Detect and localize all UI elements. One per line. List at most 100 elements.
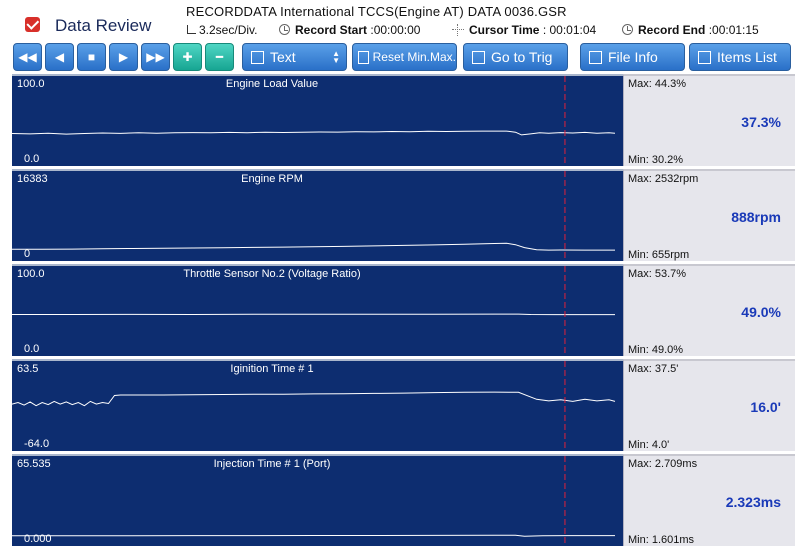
max-value: Max: 2532rpm <box>628 173 699 185</box>
series-line <box>12 242 615 251</box>
min-value: Min: 4.0' <box>628 439 670 451</box>
go-to-trig-button[interactable]: Go to Trig <box>463 43 568 71</box>
chart-plot[interactable]: 65.535 Injection Time # 1 (Port) 0.000 <box>12 454 623 546</box>
play-button[interactable]: ▶ <box>109 43 138 71</box>
chart-plot[interactable]: 63.5 Iginition Time # 1 -64.0 <box>12 359 623 451</box>
step-back-button[interactable]: ◀ <box>45 43 74 71</box>
time-division-icon <box>187 25 196 34</box>
record-filename: RECORDDATA International TCCS(Engine AT)… <box>186 4 567 19</box>
stop-button[interactable]: ■ <box>77 43 106 71</box>
y-max-label: 100.0 <box>17 78 45 90</box>
min-value: Min: 1.601ms <box>628 534 695 546</box>
record-end-clock-icon <box>622 24 633 35</box>
record-start-label: Record Start <box>295 23 368 37</box>
chart-svg <box>12 76 616 166</box>
go-to-trig-label: Go to Trig <box>491 49 553 65</box>
chart-svg <box>12 456 615 546</box>
reset-icon <box>358 50 369 64</box>
chart-svg <box>12 266 615 356</box>
y-min-label: 0 <box>24 248 31 260</box>
chart-title: Engine RPM <box>241 173 303 185</box>
cursor-time-label: Cursor Time <box>469 23 540 37</box>
text-mode-label: Text <box>270 49 296 65</box>
cursor-time: Cursor Time : 00:01:04 <box>469 23 596 37</box>
app-check-icon <box>25 17 40 32</box>
y-max-label: 63.5 <box>17 363 39 375</box>
cursor-time-value: : 00:01:04 <box>542 23 597 37</box>
chart-svg <box>12 361 616 451</box>
min-value: Min: 49.0% <box>628 344 684 356</box>
items-list-label: Items List <box>717 49 777 65</box>
series-line <box>12 313 615 316</box>
fast-forward-icon: ▶▶ <box>146 50 165 64</box>
value-panel: Max: 2.709ms 2.323ms Min: 1.601ms <box>623 454 795 546</box>
chart-title: Iginition Time # 1 <box>230 363 314 375</box>
text-icon <box>251 50 264 64</box>
app-title: Data Review <box>55 16 152 35</box>
y-min-label: 0.0 <box>24 153 40 165</box>
chart-panel: 100.0 Throttle Sensor No.2 (Voltage Ratio… <box>12 264 795 356</box>
play-icon: ▶ <box>118 50 129 64</box>
reset-minmax-button[interactable]: Reset Min.Max. <box>352 43 457 71</box>
chart-title: Injection Time # 1 (Port) <box>213 458 331 470</box>
zoom-out-button[interactable]: ━ <box>205 43 234 71</box>
record-start-clock-icon <box>279 24 290 35</box>
record-end: Record End :00:01:15 <box>638 23 759 37</box>
plus-icon: ✚ <box>182 50 193 64</box>
chart-svg <box>12 171 615 261</box>
chart-title: Engine Load Value <box>225 78 319 90</box>
rewind-icon: ◀◀ <box>18 50 37 64</box>
y-max-label: 100.0 <box>17 268 45 280</box>
value-panel: Max: 53.7% 49.0% Min: 49.0% <box>623 264 795 356</box>
max-value: Max: 53.7% <box>628 268 687 280</box>
y-max-label: 65.535 <box>17 458 51 470</box>
series-line <box>12 130 616 136</box>
min-value: Min: 30.2% <box>628 154 684 166</box>
rewind-button[interactable]: ◀◀ <box>13 43 42 71</box>
record-end-label: Record End <box>638 23 706 37</box>
toolbar: ◀◀ ◀ ■ ▶ ▶▶ ✚ ━ Text ▲ ▼ Reset Min.Max. G… <box>0 40 795 74</box>
chart-panel: 65.535 Injection Time # 1 (Port) 0.000 Max:… <box>12 454 795 546</box>
spin-arrows-icon: ▲ ▼ <box>332 49 340 65</box>
minus-icon: ━ <box>215 50 224 64</box>
list-icon <box>698 50 711 64</box>
min-value: Min: 655rpm <box>628 249 690 261</box>
zoom-in-button[interactable]: ✚ <box>173 43 202 71</box>
record-start-value: :00:00:00 <box>370 23 421 37</box>
chart-plot[interactable]: 16383 Engine RPM 0 <box>12 169 623 261</box>
record-start: Record Start :00:00:00 <box>295 23 420 37</box>
chart-plot[interactable]: 100.0 Throttle Sensor No.2 (Voltage Ratio… <box>12 264 623 356</box>
series-line <box>12 534 615 537</box>
info-icon <box>589 50 602 64</box>
current-value: 888rpm <box>731 209 781 225</box>
text-mode-select[interactable]: Text ▲ ▼ <box>242 43 347 71</box>
items-list-button[interactable]: Items List <box>689 43 791 71</box>
go-to-trig-icon <box>472 50 485 64</box>
stop-icon: ■ <box>87 50 96 64</box>
y-max-label: 16383 <box>17 173 48 185</box>
chart-panel: 100.0 Engine Load Value 0.0 Max: 44.3% 37.3%… <box>12 74 795 166</box>
max-value: Max: 2.709ms <box>628 458 698 470</box>
current-value: 2.323ms <box>725 494 781 510</box>
value-panel: Max: 2532rpm 888rpm Min: 655rpm <box>623 169 795 261</box>
chart-plot[interactable]: 100.0 Engine Load Value 0.0 <box>12 74 623 166</box>
chart-panel: 16383 Engine RPM 0 Max: 2532rpm 888rpm Min: 6… <box>12 169 795 261</box>
current-value: 49.0% <box>741 304 781 320</box>
reset-minmax-label: Reset Min.Max. <box>372 50 456 64</box>
max-value: Max: 44.3% <box>628 78 687 90</box>
cursor-crosshair-icon <box>452 24 464 36</box>
max-value: Max: 37.5' <box>628 363 679 375</box>
chart-title: Throttle Sensor No.2 (Voltage Ratio) <box>183 268 361 280</box>
fast-forward-button[interactable]: ▶▶ <box>141 43 170 71</box>
file-info-label: File Info <box>608 49 658 65</box>
record-end-value: :00:01:15 <box>708 23 759 37</box>
back-icon: ◀ <box>54 50 65 64</box>
chart-panel: 63.5 Iginition Time # 1 -64.0 Max: 37.5' 16.… <box>12 359 795 451</box>
current-value: 16.0' <box>750 399 781 415</box>
series-line <box>12 391 616 407</box>
file-info-button[interactable]: File Info <box>580 43 685 71</box>
current-value: 37.3% <box>741 114 781 130</box>
y-min-label: 0.000 <box>24 533 52 545</box>
time-division: 3.2sec/Div. <box>199 23 258 37</box>
